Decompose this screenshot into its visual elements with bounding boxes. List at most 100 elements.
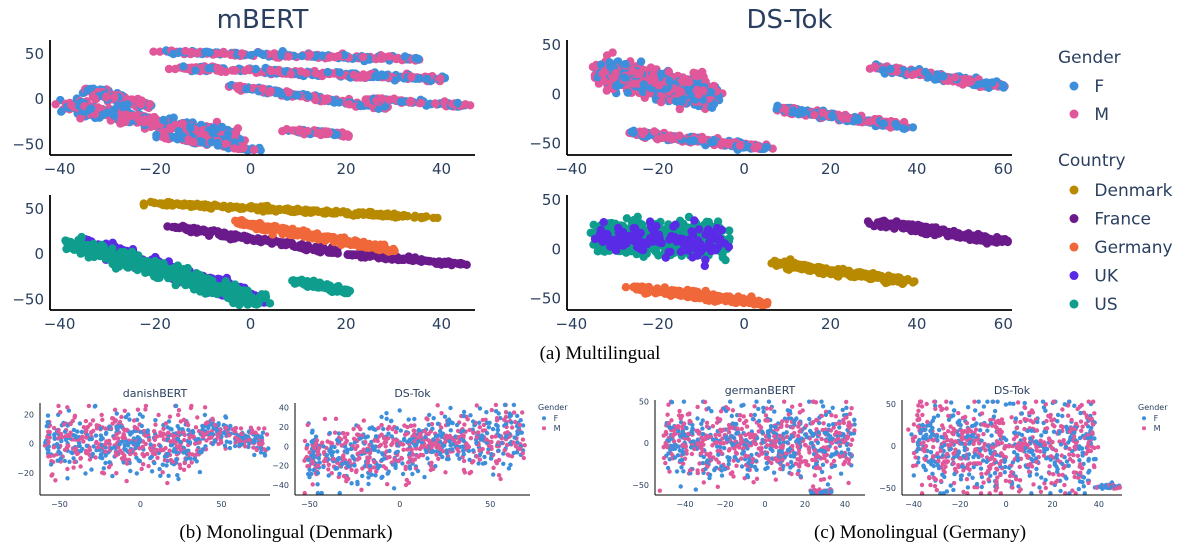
data-point	[110, 105, 119, 114]
data-point	[324, 128, 333, 137]
data-point	[431, 99, 440, 108]
data-point	[342, 285, 352, 294]
data-point	[244, 64, 253, 74]
data-point	[453, 98, 462, 108]
y-tick-label: 50	[542, 36, 561, 54]
data-point	[102, 92, 111, 101]
data-point	[204, 228, 214, 238]
data-point	[224, 204, 233, 213]
data-point	[750, 143, 759, 153]
data-point	[620, 73, 629, 82]
y-tick-label: −50	[529, 134, 561, 152]
data-point	[649, 71, 658, 80]
data-point	[794, 109, 804, 118]
data-point	[735, 141, 745, 150]
data-point	[301, 208, 310, 217]
data-point	[343, 250, 352, 259]
data-point	[635, 68, 644, 78]
data-point	[323, 94, 332, 103]
data-point	[415, 74, 424, 83]
data-point	[886, 64, 895, 74]
data-point	[133, 94, 143, 104]
data-point	[239, 286, 248, 295]
data-point	[298, 279, 308, 288]
data-point	[221, 139, 230, 148]
data-point	[308, 234, 317, 243]
data-point	[410, 253, 420, 262]
x-tick-label: 40	[907, 160, 926, 178]
data-point	[246, 202, 255, 211]
points-mbert_gender	[51, 46, 475, 155]
data-point	[653, 135, 662, 144]
data-point	[610, 72, 619, 82]
x-tick-label: −40	[44, 160, 76, 178]
data-point	[122, 114, 131, 123]
data-point	[417, 212, 426, 222]
data-point	[400, 52, 410, 61]
data-point	[950, 73, 960, 82]
data-point	[392, 54, 401, 64]
data-point	[932, 73, 942, 83]
data-point	[343, 237, 352, 246]
data-point	[211, 125, 220, 135]
data-point	[385, 95, 394, 105]
data-point	[258, 84, 267, 93]
data-point	[284, 52, 293, 61]
data-point	[159, 115, 168, 125]
data-point	[153, 272, 163, 281]
x-tick-label: −20	[139, 315, 171, 333]
data-point	[655, 80, 664, 90]
y-tick-label: 0	[551, 85, 561, 103]
data-point	[164, 64, 174, 74]
data-point	[169, 113, 178, 122]
data-point	[627, 127, 636, 136]
data-point	[195, 226, 204, 235]
data-point	[281, 204, 290, 214]
data-point	[678, 96, 687, 106]
data-point	[836, 112, 846, 121]
data-point	[250, 145, 259, 154]
data-point	[265, 88, 275, 97]
points-dstok_country	[586, 212, 1012, 311]
data-point	[405, 97, 415, 107]
data-point	[377, 94, 387, 103]
data-point	[461, 100, 470, 109]
y-tick-label: 50	[25, 200, 44, 218]
data-point	[286, 70, 295, 79]
data-point	[184, 135, 193, 144]
data-point	[217, 122, 227, 132]
data-point	[699, 86, 708, 95]
data-point	[380, 71, 390, 80]
x-tick-label: −20	[139, 160, 171, 178]
data-point	[435, 74, 445, 83]
y-tick-label: −50	[12, 135, 44, 153]
data-point	[423, 74, 432, 84]
data-point	[90, 94, 100, 104]
y-tick-label: −50	[12, 290, 44, 308]
data-point	[611, 81, 621, 91]
data-point	[706, 87, 716, 97]
data-point	[396, 97, 406, 107]
data-point	[204, 64, 213, 73]
data-point	[332, 130, 341, 139]
data-point	[302, 227, 311, 237]
data-point	[191, 66, 200, 75]
data-point	[108, 259, 117, 269]
data-point	[57, 107, 66, 116]
data-point	[193, 49, 202, 58]
data-point	[119, 103, 128, 112]
data-point	[51, 100, 60, 109]
data-point	[293, 91, 302, 100]
data-point	[621, 59, 630, 69]
data-point	[178, 119, 188, 128]
x-tick-label: 0	[246, 315, 256, 333]
data-point	[172, 133, 182, 142]
data-point	[145, 100, 154, 109]
data-point	[354, 72, 363, 82]
data-point	[329, 236, 338, 245]
data-point	[598, 69, 607, 79]
